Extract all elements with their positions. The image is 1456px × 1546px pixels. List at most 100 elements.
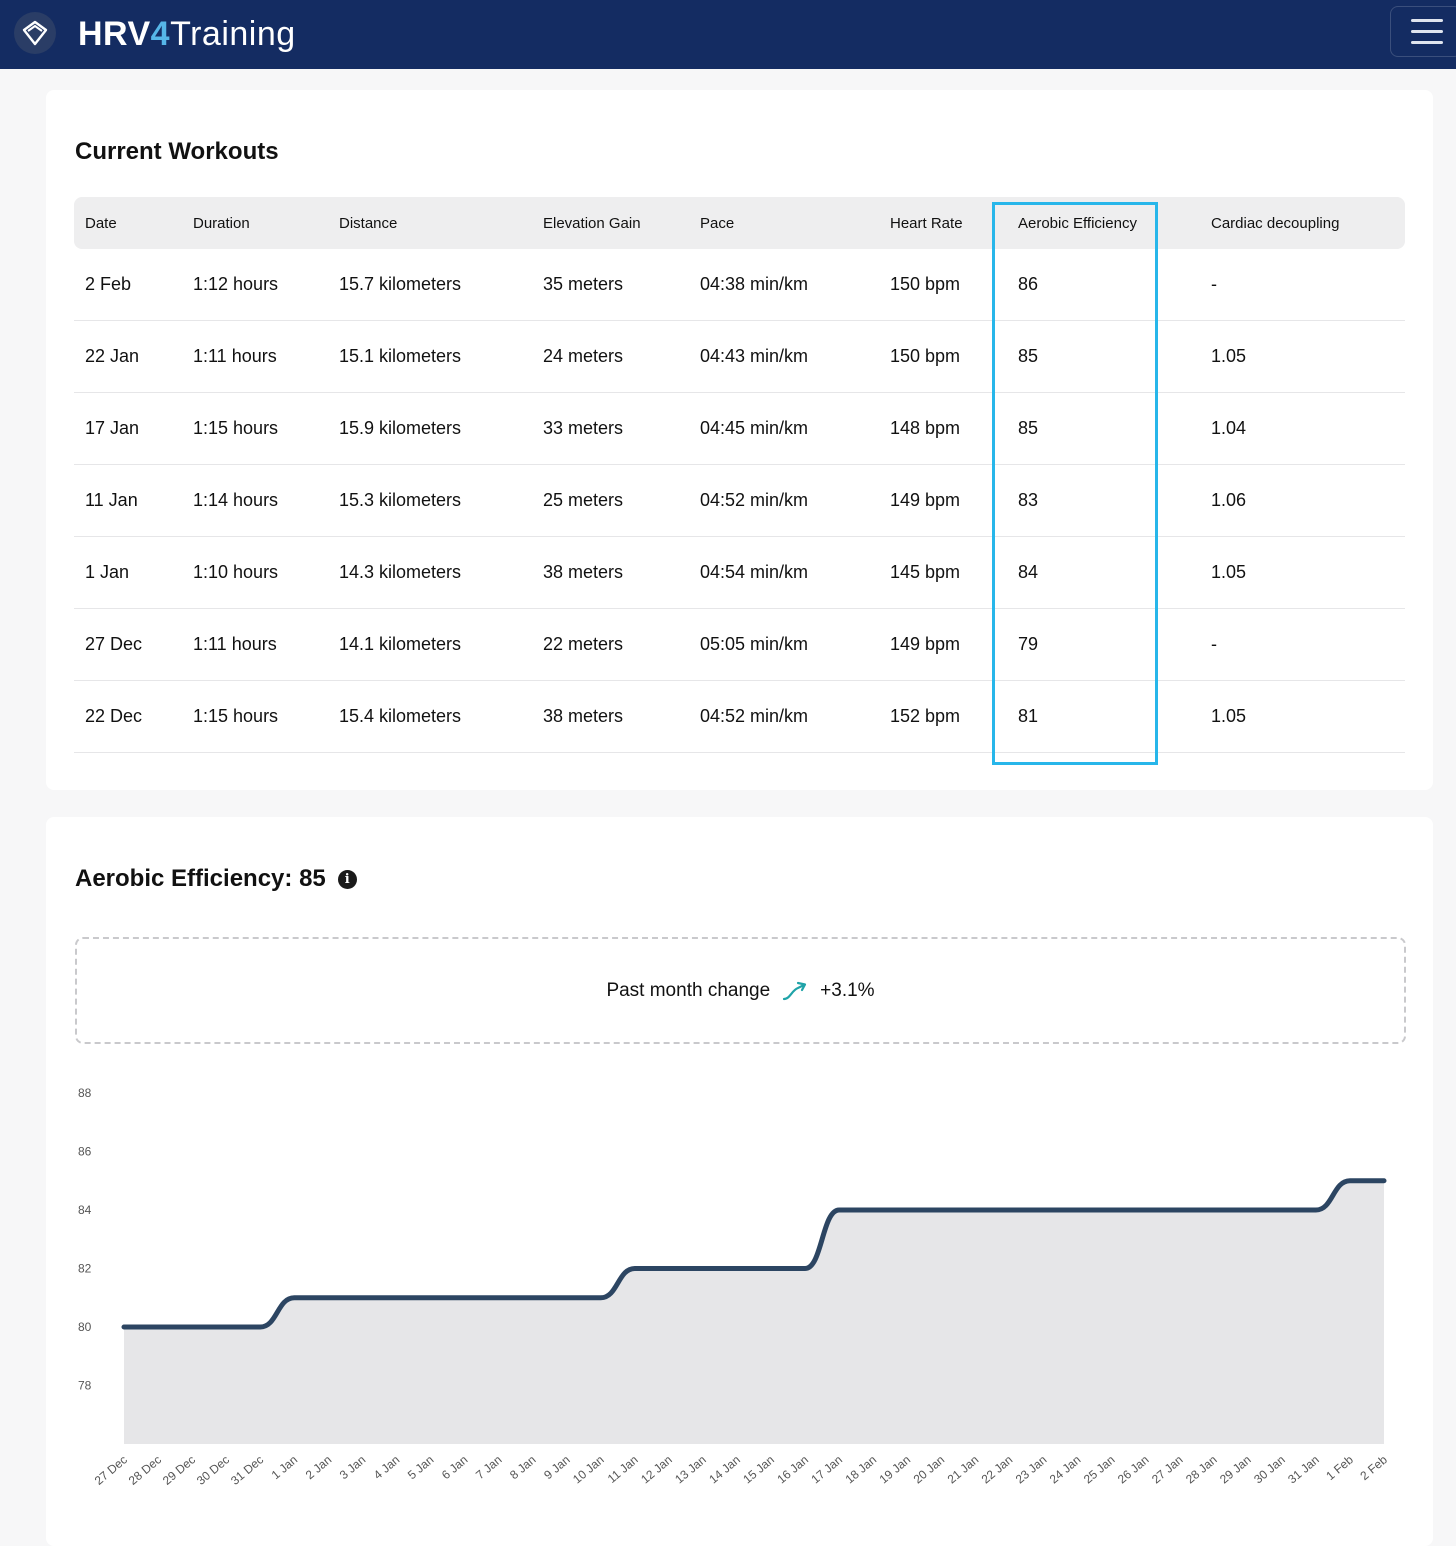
- table-cell: 17 Jan: [74, 392, 182, 465]
- past-month-change-panel: Past month change +3.1%: [75, 937, 1406, 1044]
- column-header[interactable]: Date: [85, 214, 117, 232]
- x-tick-label: 29 Jan: [1217, 1453, 1254, 1487]
- aerobic-efficiency-heading: Aerobic Efficiency: 85 i: [75, 865, 357, 893]
- x-tick-label: 30 Jan: [1251, 1453, 1288, 1487]
- table-cell: 81: [1007, 680, 1200, 753]
- x-tick-label: 11 Jan: [605, 1453, 641, 1486]
- table-cell: -: [1200, 608, 1405, 681]
- x-tick-label: 2 Feb: [1357, 1452, 1390, 1483]
- table-row[interactable]: 17 Jan 1:15 hours 15.9 kilometers 33 meters…: [74, 392, 1405, 465]
- y-tick-label: 84: [78, 1203, 92, 1217]
- column-header[interactable]: Pace: [700, 214, 735, 232]
- table-cell: 1:15 hours: [182, 680, 328, 753]
- table-cell: 149 bpm: [879, 608, 1007, 681]
- info-icon[interactable]: i: [337, 869, 357, 889]
- trend-up-icon: [783, 981, 807, 1000]
- x-tick-label: 26 Jan: [1115, 1453, 1152, 1487]
- table-cell: 1.05: [1200, 320, 1405, 393]
- y-tick-label: 82: [78, 1262, 92, 1276]
- column-header[interactable]: Elevation Gain: [543, 214, 641, 232]
- x-tick-label: 22 Jan: [979, 1453, 1016, 1487]
- table-cell: 148 bpm: [879, 392, 1007, 465]
- brand-part-4: 4: [150, 15, 171, 53]
- table-cell: 1.06: [1200, 464, 1405, 537]
- column-header[interactable]: Cardiac decoupling: [1211, 214, 1340, 232]
- table-cell: 79: [1007, 608, 1200, 681]
- column-header[interactable]: Duration: [193, 214, 250, 232]
- table-cell: 15.7 kilometers: [328, 249, 532, 321]
- x-tick-label: 17 Jan: [808, 1453, 845, 1487]
- table-cell: 1:12 hours: [182, 249, 328, 321]
- x-tick-label: 4 Jan: [371, 1453, 402, 1483]
- x-tick-label: 15 Jan: [740, 1453, 777, 1487]
- x-tick-label: 31 Dec: [228, 1453, 266, 1488]
- table-cell: 150 bpm: [879, 320, 1007, 393]
- y-tick-label: 86: [78, 1145, 92, 1159]
- x-tick-label: 20 Jan: [911, 1453, 948, 1487]
- heart-shield-icon[interactable]: [14, 12, 56, 54]
- table-cell: 150 bpm: [879, 249, 1007, 321]
- current-workouts-card: Current Workouts Date Duration Distance Ele…: [46, 90, 1433, 790]
- chart-area-fill: [124, 1180, 1384, 1444]
- table-row[interactable]: 1 Jan 1:10 hours 14.3 kilometers 38 meters 0…: [74, 536, 1405, 609]
- table-row[interactable]: 27 Dec 1:11 hours 14.1 kilometers 22 meters…: [74, 608, 1405, 681]
- table-cell: 2 Feb: [74, 249, 182, 321]
- table-cell: 04:43 min/km: [689, 320, 879, 393]
- table-cell: 15.3 kilometers: [328, 464, 532, 537]
- x-tick-label: 9 Jan: [541, 1453, 572, 1483]
- table-row[interactable]: 22 Jan 1:11 hours 15.1 kilometers 24 meters…: [74, 320, 1405, 393]
- x-tick-label: 18 Jan: [843, 1453, 880, 1487]
- past-month-change-label: Past month change: [606, 979, 771, 1001]
- table-cell: 24 meters: [532, 320, 689, 393]
- table-cell: 1.05: [1200, 536, 1405, 609]
- table-body: 2 Feb 1:12 hours 15.7 kilometers 35 meters 0…: [74, 249, 1405, 753]
- hamburger-menu-button[interactable]: [1390, 6, 1456, 57]
- table-cell: 27 Dec: [74, 608, 182, 681]
- top-navbar: HRV4Training: [0, 0, 1456, 69]
- brand-part-hrv: HRV: [78, 15, 151, 53]
- x-tick-label: 28 Dec: [126, 1453, 164, 1488]
- past-month-change-value: +3.1%: [820, 979, 875, 1001]
- table-cell: 1:10 hours: [182, 536, 328, 609]
- y-tick-label: 88: [78, 1086, 92, 1100]
- column-header[interactable]: Distance: [339, 214, 398, 232]
- table-cell: 84: [1007, 536, 1200, 609]
- brand-logo-text[interactable]: HRV4Training: [78, 14, 296, 54]
- table-cell: 05:05 min/km: [689, 608, 879, 681]
- table-cell: 1:11 hours: [182, 608, 328, 681]
- table-cell: 85: [1007, 320, 1200, 393]
- aerobic-efficiency-title: Aerobic Efficiency: 85: [75, 865, 326, 892]
- table-cell: 1:14 hours: [182, 464, 328, 537]
- table-cell: 145 bpm: [879, 536, 1007, 609]
- column-header[interactable]: Aerobic Efficiency: [1018, 214, 1137, 232]
- table-cell: 1:11 hours: [182, 320, 328, 393]
- x-tick-label: 19 Jan: [877, 1453, 914, 1487]
- table-cell: 38 meters: [532, 536, 689, 609]
- x-tick-label: 7 Jan: [473, 1453, 504, 1483]
- table-cell: 04:38 min/km: [689, 249, 879, 321]
- table-cell: 152 bpm: [879, 680, 1007, 753]
- table-cell: 22 Dec: [74, 680, 182, 753]
- table-row[interactable]: 11 Jan 1:14 hours 15.3 kilometers 25 meters…: [74, 464, 1405, 537]
- x-tick-label: 5 Jan: [405, 1453, 436, 1483]
- x-tick-label: 12 Jan: [638, 1453, 675, 1487]
- x-tick-label: 25 Jan: [1081, 1453, 1118, 1487]
- x-tick-label: 24 Jan: [1047, 1453, 1084, 1487]
- table-cell: 1.05: [1200, 680, 1405, 753]
- table-header-row: Date Duration Distance Elevation Gain Pace He…: [74, 197, 1405, 249]
- table-cell: 85: [1007, 392, 1200, 465]
- x-tick-label: 27 Dec: [92, 1453, 130, 1488]
- table-cell: 14.1 kilometers: [328, 608, 532, 681]
- x-tick-label: 1 Feb: [1323, 1452, 1356, 1483]
- x-tick-label: 2 Jan: [303, 1453, 334, 1483]
- column-header[interactable]: Heart Rate: [890, 214, 963, 232]
- chart-series-line: [121, 1178, 1387, 1330]
- x-tick-label: 23 Jan: [1013, 1453, 1050, 1487]
- x-tick-label: 28 Jan: [1183, 1453, 1220, 1487]
- table-cell: 15.1 kilometers: [328, 320, 532, 393]
- table-row[interactable]: 2 Feb 1:12 hours 15.7 kilometers 35 meters 0…: [74, 249, 1405, 321]
- x-tick-label: 30 Dec: [194, 1453, 232, 1488]
- table-cell: 35 meters: [532, 249, 689, 321]
- aerobic-efficiency-card: Aerobic Efficiency: 85 i Past month chan…: [46, 817, 1433, 1546]
- table-row[interactable]: 22 Dec 1:15 hours 15.4 kilometers 38 meters…: [74, 680, 1405, 753]
